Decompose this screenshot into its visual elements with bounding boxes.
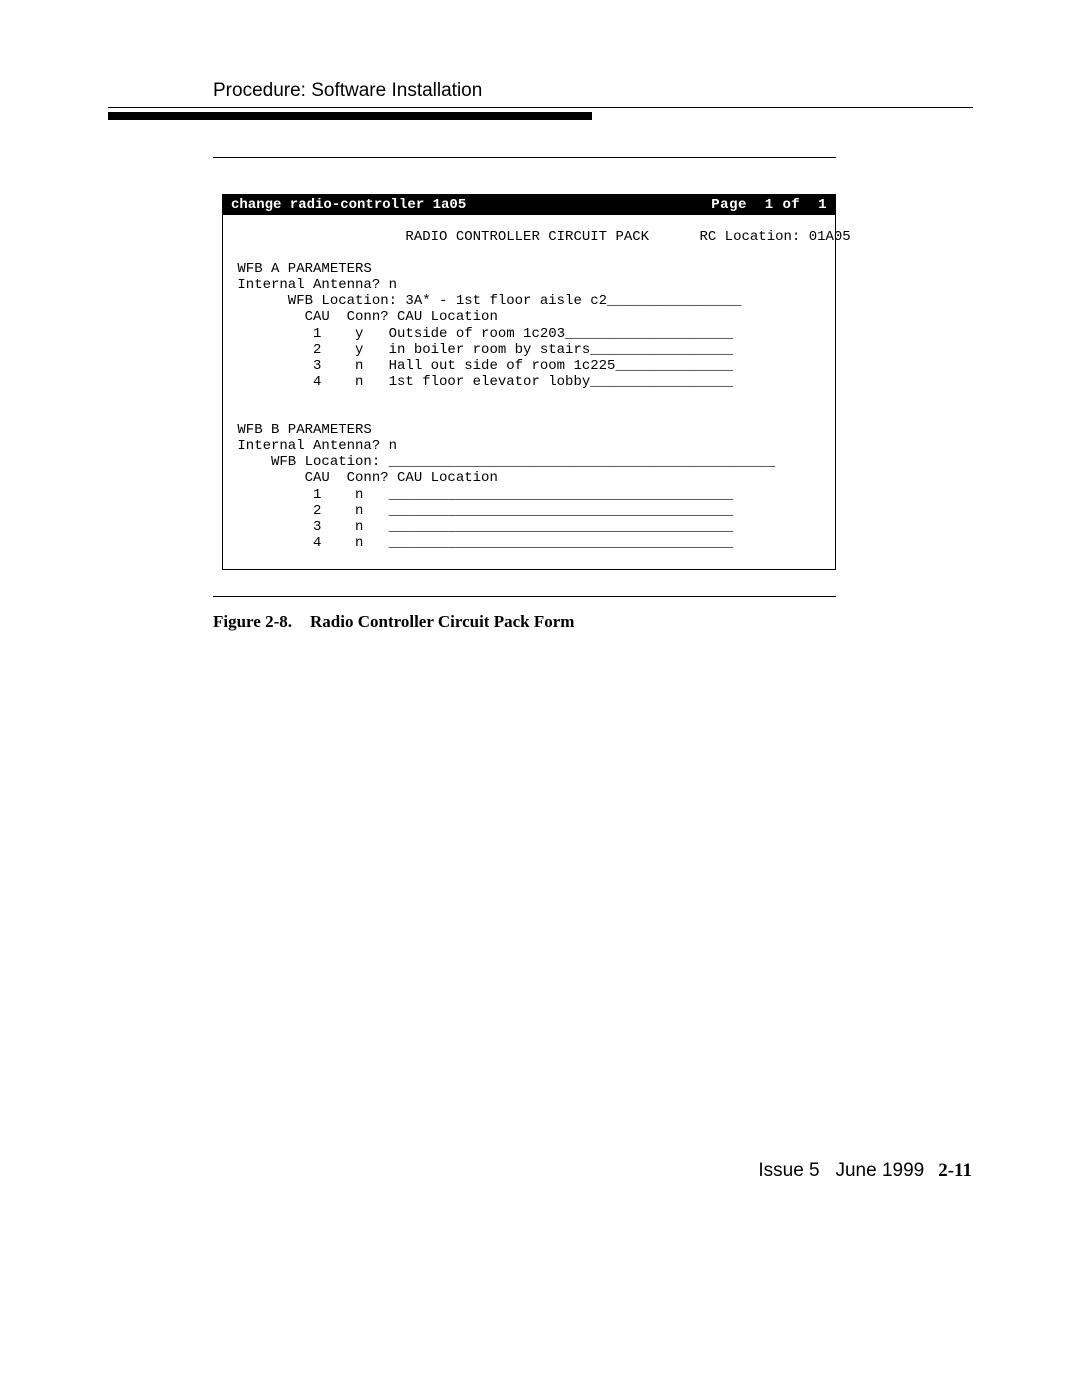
footer-issue: Issue 5 — [758, 1160, 819, 1181]
term-title-line: RADIO CONTROLLER CIRCUIT PACK RC Locatio… — [229, 229, 851, 245]
terminal-body: RADIO CONTROLLER CIRCUIT PACK RC Locatio… — [223, 215, 835, 569]
footer-page-number: 2-11 — [938, 1160, 972, 1181]
figure-bottom-rule — [213, 596, 836, 597]
wfb-b-row-2: 2 n ____________________________________… — [229, 503, 733, 519]
wfb-a-row-3: 3 n Hall out side of room 1c225_________… — [229, 358, 733, 374]
wfb-a-row-2: 2 y in boiler room by stairs____________… — [229, 342, 733, 358]
figure-caption: Figure 2-8. Radio Controller Circuit Pack… — [213, 612, 574, 632]
wfb-a-antenna: Internal Antenna? n — [229, 277, 397, 293]
wfb-b-row-3: 3 n ____________________________________… — [229, 519, 733, 535]
caption-label: Figure 2-8. — [213, 612, 292, 631]
wfb-a-location: WFB Location: 3A* - 1st floor aisle c2__… — [229, 293, 741, 309]
wfb-b-location: WFB Location: __________________________… — [229, 454, 775, 470]
terminal-command: change radio-controller 1a05 — [231, 197, 466, 213]
wfb-b-heading: WFB B PARAMETERS — [229, 422, 372, 438]
wfb-a-row-1: 1 y Outside of room 1c203_______________… — [229, 326, 733, 342]
wfb-b-row-4: 4 n ____________________________________… — [229, 535, 733, 551]
wfb-a-colheader: CAU Conn? CAU Location — [229, 309, 498, 325]
header-rule — [108, 107, 973, 108]
wfb-a-row-4: 4 n 1st floor elevator lobby____________… — [229, 374, 733, 390]
running-header: Procedure: Software Installation — [213, 80, 482, 102]
wfb-b-antenna: Internal Antenna? n — [229, 438, 397, 454]
footer-date: June 1999 — [835, 1160, 924, 1181]
header-thick-bar — [108, 112, 592, 120]
wfb-b-row-1: 1 n ____________________________________… — [229, 487, 733, 503]
terminal-page-indicator: Page 1 of 1 — [711, 197, 827, 213]
terminal-screenshot: change radio-controller 1a05 Page 1 of 1… — [222, 194, 836, 570]
wfb-a-heading: WFB A PARAMETERS — [229, 261, 372, 277]
figure-top-rule — [213, 157, 836, 158]
wfb-b-colheader: CAU Conn? CAU Location — [229, 470, 498, 486]
document-page: Procedure: Software Installation change … — [0, 0, 1080, 1397]
terminal-header: change radio-controller 1a05 Page 1 of 1 — [223, 195, 835, 215]
page-footer: Issue 5 June 1999 2-11 — [758, 1160, 972, 1182]
caption-title: Radio Controller Circuit Pack Form — [310, 612, 574, 631]
